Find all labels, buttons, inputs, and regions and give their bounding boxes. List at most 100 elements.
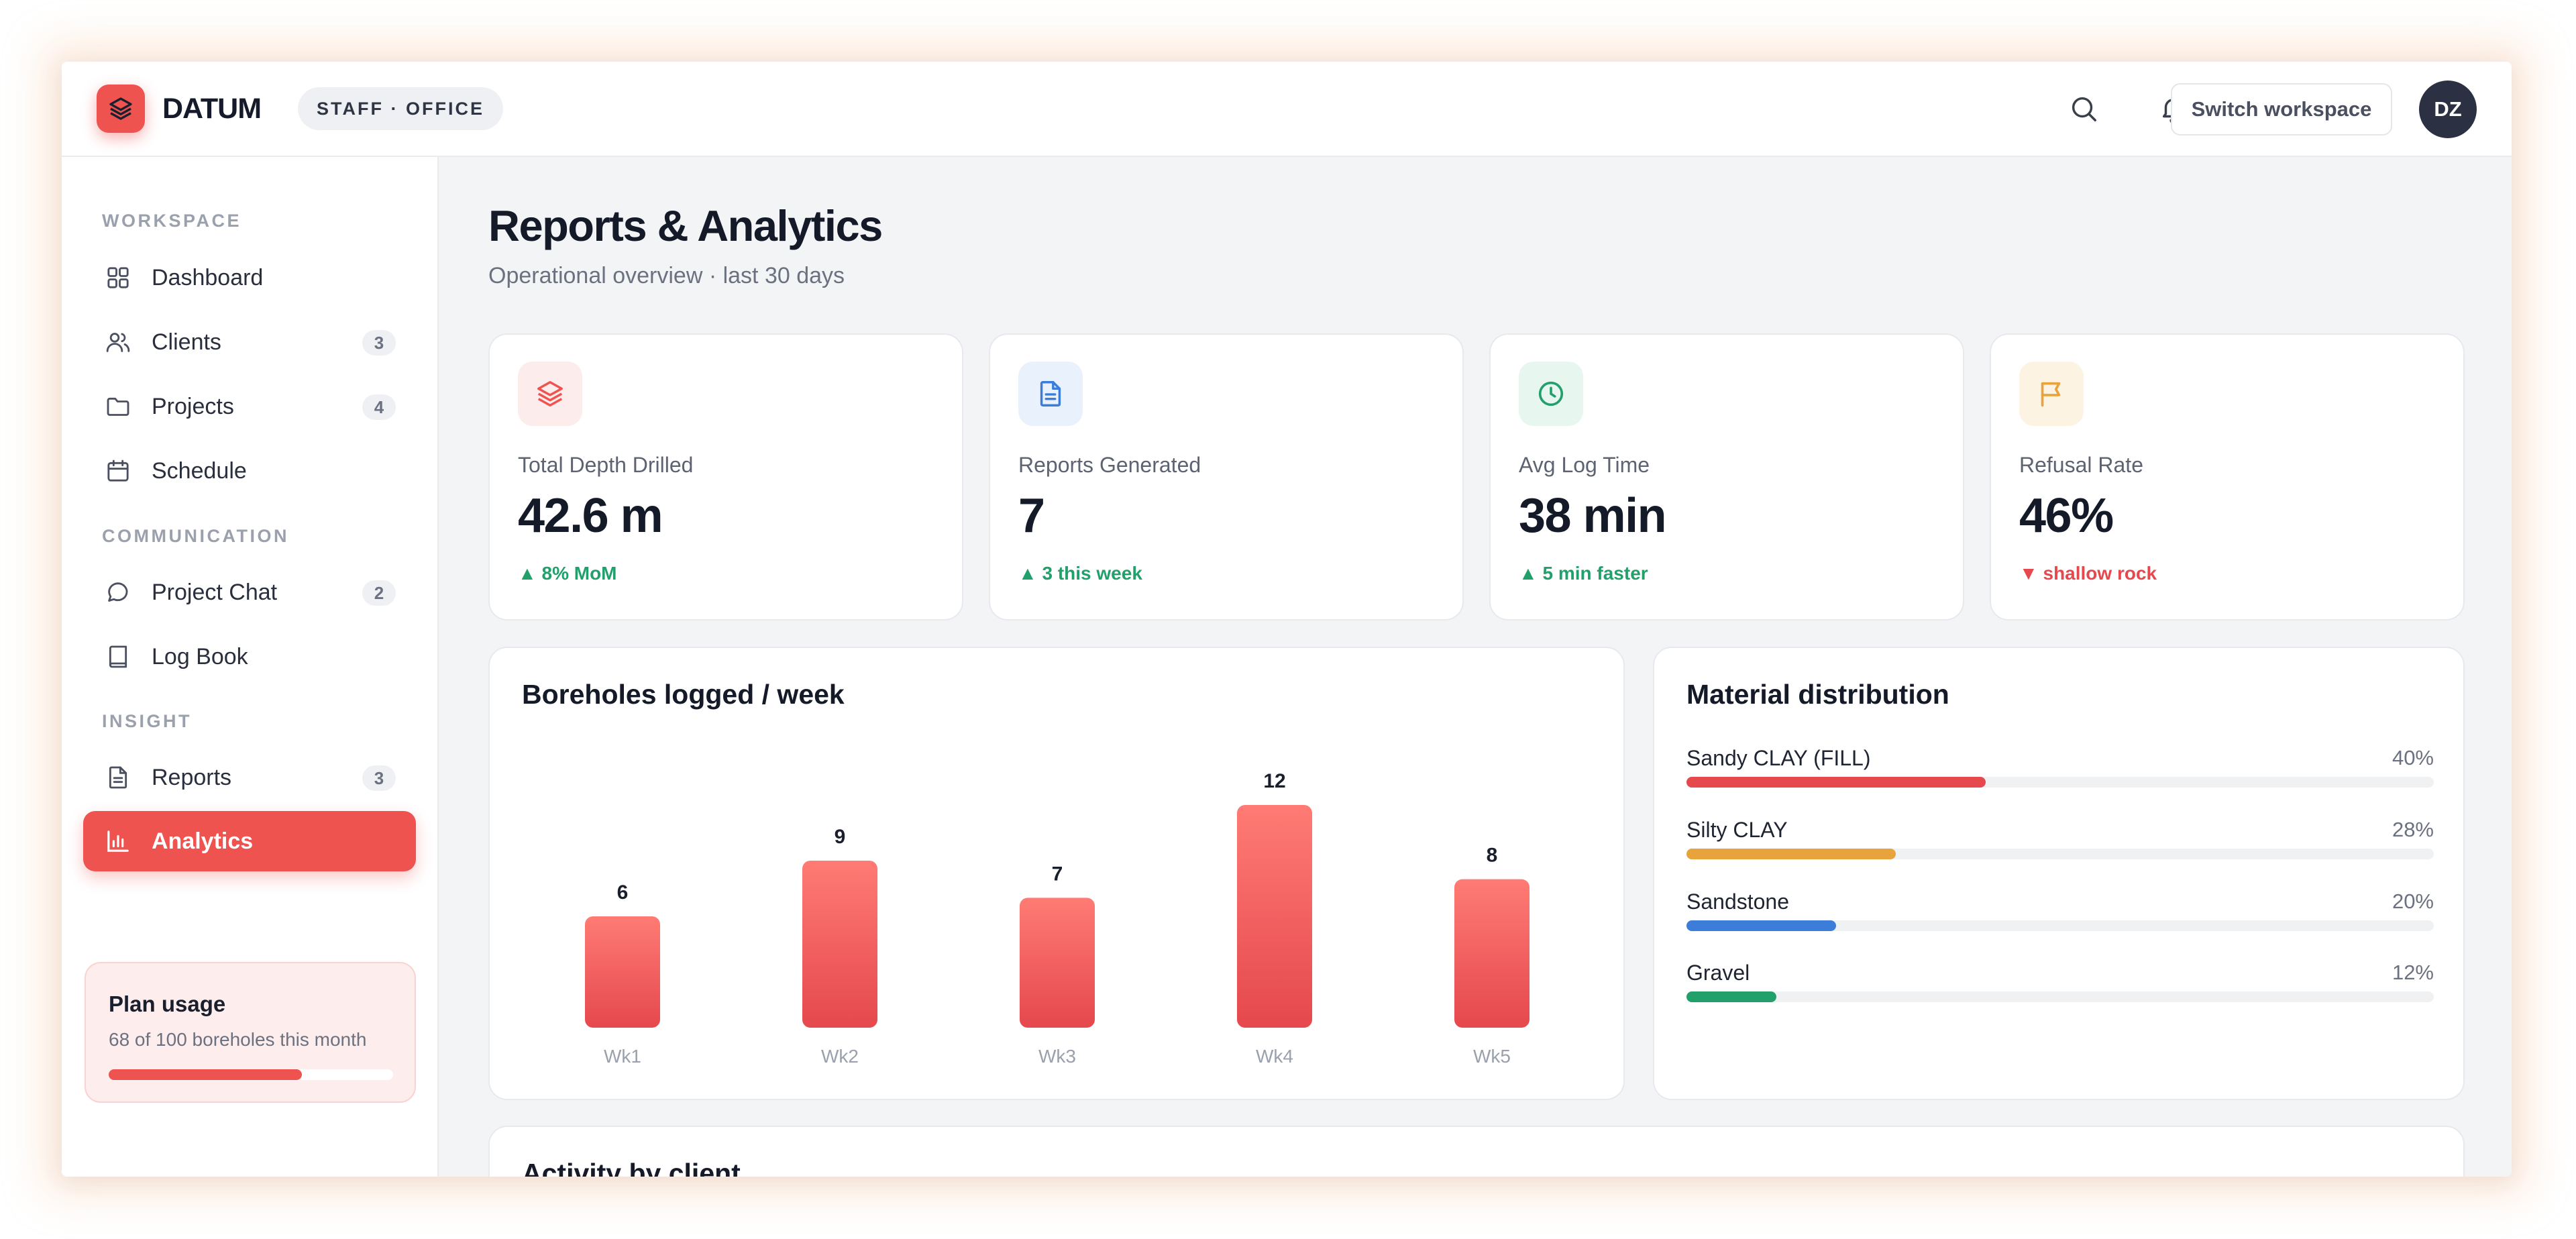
sidebar-item-label: Project Chat — [152, 579, 278, 605]
material-name: Silty CLAY — [1686, 818, 1788, 842]
material-fill — [1686, 920, 1836, 931]
book-icon — [103, 642, 133, 671]
page-subtitle: Operational overview · last 30 days — [488, 263, 845, 288]
boreholes-chart-card: Boreholes logged / week 6 Wk1 9 Wk2 7 Wk3 12 Wk… — [488, 647, 1625, 1100]
sidebar-item-schedule[interactable]: Schedule — [83, 441, 416, 501]
stat-trend: ▲ 3 this week — [1018, 563, 1142, 584]
bar-category-label: Wk3 — [1038, 1046, 1076, 1067]
chart-bar[interactable] — [1454, 879, 1529, 1028]
activity-by-client-card: Activity by client — [488, 1126, 2465, 1177]
plan-usage-card: Plan usage 68 of 100 boreholes this mont… — [85, 962, 416, 1103]
sidebar-item-dashboard[interactable]: Dashboard — [83, 248, 416, 308]
sidebar-item-reports[interactable]: Reports 3 — [83, 747, 416, 808]
layers-icon — [109, 97, 132, 120]
count-badge: 3 — [362, 765, 396, 791]
folder-icon — [103, 392, 133, 421]
stat-value: 38 min — [1519, 489, 1667, 543]
sidebar-item-label: Schedule — [152, 457, 247, 484]
top-bar: DATUM STAFF · OFFICE Switch workspace DZ — [62, 62, 2512, 157]
chart-title: Boreholes logged / week — [522, 679, 845, 710]
plan-usage-track — [109, 1069, 393, 1080]
material-name: Sandstone — [1686, 890, 1790, 914]
bar-chart-icon — [103, 826, 133, 856]
material-percent: 40% — [2392, 746, 2434, 769]
users-icon — [103, 327, 133, 357]
sidebar-item-label: Analytics — [152, 828, 254, 854]
sidebar-item-analytics[interactable]: Analytics — [83, 811, 416, 871]
plan-title: Plan usage — [109, 991, 226, 1016]
material-percent: 20% — [2392, 890, 2434, 913]
bar-category-label: Wk1 — [604, 1046, 641, 1067]
plan-subtitle: 68 of 100 boreholes this month — [109, 1029, 367, 1050]
search-button[interactable] — [2062, 87, 2105, 130]
material-track — [1686, 777, 2434, 788]
bar-value-label: 8 — [1487, 845, 1498, 867]
card-title: Activity by client — [522, 1158, 741, 1177]
material-row: Silty CLAY 28% — [1686, 818, 2434, 871]
role-badge: STAFF · OFFICE — [298, 87, 503, 130]
material-track — [1686, 920, 2434, 931]
clock-icon — [1519, 362, 1583, 426]
stat-label: Refusal Rate — [2019, 453, 2143, 477]
sidebar-item-label: Log Book — [152, 643, 248, 669]
material-track — [1686, 849, 2434, 859]
material-percent: 12% — [2392, 961, 2434, 984]
bar-category-label: Wk5 — [1473, 1046, 1511, 1067]
layers-icon — [518, 362, 582, 426]
sidebar: WORKSPACE Dashboard Clients 3 — [62, 157, 439, 1177]
chart-bar[interactable] — [1237, 805, 1312, 1028]
sidebar-item-clients[interactable]: Clients 3 — [83, 312, 416, 372]
stat-trend: ▲ 8% MoM — [518, 563, 617, 584]
sidebar-item-label: Clients — [152, 329, 221, 355]
page-title: Reports & Analytics — [488, 201, 883, 250]
material-name: Gravel — [1686, 961, 1750, 985]
count-badge: 2 — [362, 580, 396, 606]
bar-value-label: 9 — [835, 826, 846, 848]
plan-usage-fill — [109, 1069, 303, 1080]
grid-icon — [103, 263, 133, 292]
card-title: Material distribution — [1686, 679, 1949, 710]
chart-bar[interactable] — [1020, 898, 1095, 1028]
chat-icon — [103, 578, 133, 607]
sidebar-item-label: Reports — [152, 764, 232, 790]
stat-label: Reports Generated — [1018, 453, 1201, 477]
material-row: Sandy CLAY (FILL) 40% — [1686, 746, 2434, 800]
stat-trend: ▲ 5 min faster — [1519, 563, 1648, 584]
logo[interactable] — [97, 85, 145, 133]
chart-bar[interactable] — [585, 916, 660, 1028]
stat-value: 42.6 m — [518, 489, 663, 543]
stat-value: 7 — [1018, 489, 1045, 543]
stat-trend: ▼ shallow rock — [2019, 563, 2157, 584]
sidebar-section-communication: COMMUNICATION — [102, 526, 289, 546]
bar-category-label: Wk2 — [821, 1046, 859, 1067]
sidebar-item-project-chat[interactable]: Project Chat 2 — [83, 562, 416, 623]
material-track — [1686, 991, 2434, 1002]
material-percent: 28% — [2392, 818, 2434, 841]
material-row: Sandstone 20% — [1686, 890, 2434, 943]
brand-name: DATUM — [162, 93, 262, 125]
count-badge: 3 — [362, 330, 396, 356]
stat-card-total-depth: Total Depth Drilled 42.6 m ▲ 8% MoM — [488, 333, 963, 621]
sidebar-item-label: Dashboard — [152, 264, 264, 290]
material-fill — [1686, 777, 1986, 788]
app-window: DATUM STAFF · OFFICE Switch workspace DZ… — [62, 62, 2512, 1177]
bar-value-label: 6 — [617, 881, 629, 904]
bar-value-label: 7 — [1052, 863, 1063, 885]
avatar[interactable]: DZ — [2419, 80, 2477, 138]
chart-bar[interactable] — [802, 861, 877, 1028]
sidebar-section-workspace: WORKSPACE — [102, 211, 242, 231]
stat-value: 46% — [2019, 489, 2114, 543]
stat-label: Total Depth Drilled — [518, 453, 694, 477]
stat-label: Avg Log Time — [1519, 453, 1650, 477]
material-fill — [1686, 849, 1896, 859]
sidebar-item-projects[interactable]: Projects 4 — [83, 376, 416, 437]
boreholes-bar-chart: 6 Wk1 9 Wk2 7 Wk3 12 Wk4 8 Wk5 — [585, 770, 1529, 1067]
switch-workspace-button[interactable]: Switch workspace — [2171, 83, 2392, 136]
calendar-icon — [103, 456, 133, 486]
stat-card-avg-log-time: Avg Log Time 38 min ▲ 5 min faster — [1489, 333, 1964, 621]
stat-card-refusal-rate: Refusal Rate 46% ▼ shallow rock — [1990, 333, 2465, 621]
sidebar-section-insight: INSIGHT — [102, 711, 193, 731]
search-icon — [2072, 97, 2096, 121]
document-icon — [1018, 362, 1083, 426]
sidebar-item-log-book[interactable]: Log Book — [83, 627, 416, 687]
